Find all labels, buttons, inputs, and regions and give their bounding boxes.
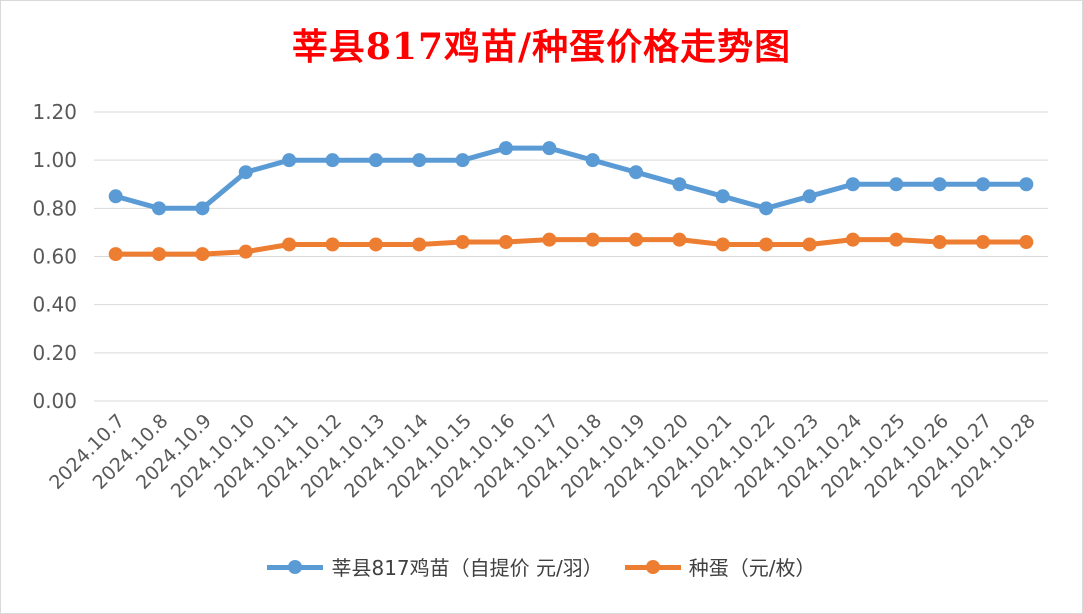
legend-swatch-chick	[267, 557, 324, 577]
data-point	[325, 153, 340, 168]
data-point	[845, 232, 860, 247]
data-point	[542, 232, 557, 247]
data-point	[238, 165, 253, 180]
legend-marker-chick	[288, 559, 303, 574]
data-point	[932, 235, 947, 250]
legend-entry-egg: 种蛋（元/枚）	[624, 552, 816, 581]
data-point	[498, 141, 513, 156]
gridlines	[94, 111, 1048, 402]
data-point	[238, 244, 253, 259]
series-line-0	[113, 145, 1029, 211]
y-tick-label: 0.40	[32, 293, 77, 317]
data-point	[108, 247, 123, 262]
y-tick-label: 1.00	[32, 148, 77, 172]
data-point	[629, 165, 644, 180]
data-point	[759, 237, 774, 252]
data-point	[412, 153, 427, 168]
data-point	[845, 177, 860, 192]
data-point	[195, 201, 210, 216]
legend: 莘县817鸡苗（自提价 元/羽） 种蛋（元/枚）	[0, 552, 1083, 581]
data-point	[368, 237, 383, 252]
data-point	[412, 237, 427, 252]
y-tick-label: 0.20	[32, 341, 77, 365]
y-tick-label: 0.00	[32, 389, 77, 413]
data-point	[282, 237, 297, 252]
data-point	[889, 232, 904, 247]
data-point	[542, 141, 557, 156]
data-point	[715, 189, 730, 204]
legend-marker-egg	[645, 559, 660, 574]
series-line-1	[113, 237, 1029, 257]
data-point	[1019, 177, 1034, 192]
data-point	[975, 235, 990, 250]
data-point	[802, 237, 817, 252]
data-point	[455, 153, 470, 168]
data-point	[889, 177, 904, 192]
chart-title: 莘县817鸡苗/种蛋价格走势图	[291, 26, 792, 68]
data-point	[672, 232, 687, 247]
data-point	[325, 237, 340, 252]
data-point	[498, 235, 513, 250]
data-point	[1019, 235, 1034, 250]
data-point	[932, 177, 947, 192]
legend-entry-chick: 莘县817鸡苗（自提价 元/羽）	[267, 552, 603, 581]
legend-label-chick: 莘县817鸡苗（自提价 元/羽）	[331, 556, 603, 580]
data-point	[802, 189, 817, 204]
data-point	[108, 189, 123, 204]
data-point	[672, 177, 687, 192]
x-axis-tick-labels: 2024.10.72024.10.82024.10.92024.10.10202…	[45, 410, 1040, 502]
data-point	[195, 247, 210, 262]
series-lines	[108, 141, 1034, 262]
data-point	[585, 153, 600, 168]
data-point	[975, 177, 990, 192]
data-point	[759, 201, 774, 216]
data-point	[368, 153, 383, 168]
y-axis-tick-labels: 0.00 0.20 0.40 0.60 0.80 1.00 1.20	[32, 100, 77, 413]
legend-label-egg: 种蛋（元/枚）	[688, 556, 816, 580]
data-point	[585, 232, 600, 247]
data-point	[629, 232, 644, 247]
y-tick-label: 1.20	[32, 100, 77, 124]
data-point	[152, 201, 167, 216]
data-point	[282, 153, 297, 168]
y-tick-label: 0.60	[32, 245, 77, 269]
data-point	[152, 247, 167, 262]
legend-swatch-egg	[624, 557, 681, 577]
data-point	[455, 235, 470, 250]
y-tick-label: 0.80	[32, 196, 77, 220]
data-point	[715, 237, 730, 252]
